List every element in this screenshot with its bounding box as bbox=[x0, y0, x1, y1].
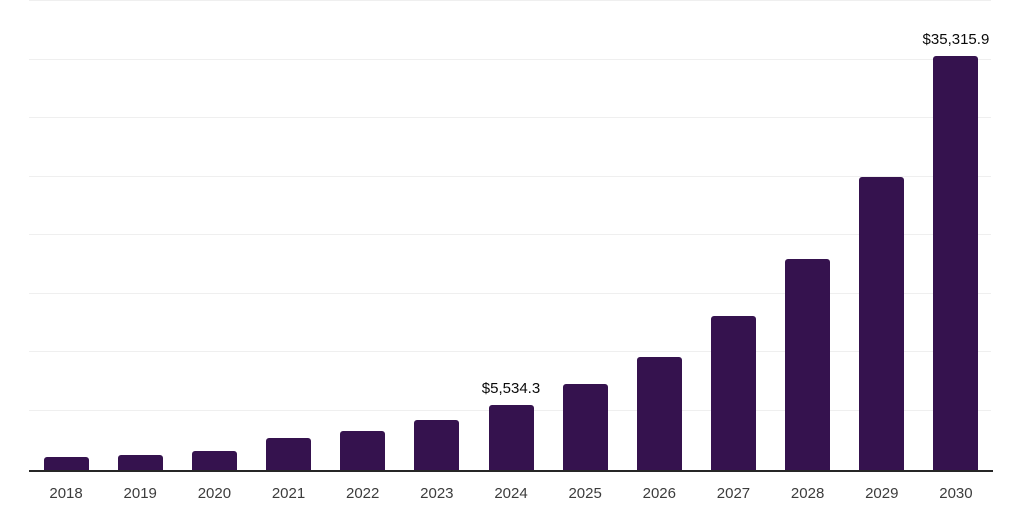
bar-2029[interactable] bbox=[859, 177, 905, 470]
x-tick-label-2030: 2030 bbox=[939, 485, 973, 502]
gridline bbox=[29, 234, 991, 236]
x-tick-label-2018: 2018 bbox=[49, 485, 83, 502]
x-tick-label-2029: 2029 bbox=[865, 485, 899, 502]
bar-2019[interactable] bbox=[117, 455, 163, 470]
x-tick-label-2021: 2021 bbox=[271, 485, 306, 502]
bar-value-label-2024: $5,534.3 bbox=[481, 379, 541, 397]
bar-2027[interactable] bbox=[710, 316, 756, 470]
x-axis: 2018 2019 2020 2021 2022 2023 2024 2025 2026 2027… bbox=[29, 486, 993, 506]
x-tick-label-2028: 2028 bbox=[790, 485, 825, 502]
bar-2025[interactable] bbox=[562, 384, 608, 470]
bar-2018[interactable] bbox=[43, 457, 89, 470]
x-tick-label-2020: 2020 bbox=[197, 485, 232, 502]
bar-2024[interactable] bbox=[488, 404, 534, 470]
x-tick-label-2025: 2025 bbox=[568, 485, 602, 502]
bar-2020[interactable] bbox=[191, 451, 237, 470]
plot-area: $5,534.3 $35,315.9 bbox=[29, 0, 993, 472]
x-tick-label-2023: 2023 bbox=[420, 485, 454, 502]
bar-2030[interactable] bbox=[933, 55, 979, 470]
bar-2028[interactable] bbox=[785, 259, 831, 470]
gridline bbox=[29, 0, 991, 1]
gridline bbox=[29, 351, 991, 353]
bar-2022[interactable] bbox=[340, 430, 386, 470]
x-tick-label-2022: 2022 bbox=[346, 485, 380, 502]
gridline bbox=[29, 117, 991, 119]
gridline bbox=[29, 292, 991, 294]
bar-2023[interactable] bbox=[414, 419, 460, 470]
x-tick-label-2024: 2024 bbox=[494, 485, 528, 502]
x-tick-label-2019: 2019 bbox=[123, 485, 157, 502]
bar-2026[interactable] bbox=[636, 356, 682, 470]
gridline bbox=[29, 58, 991, 60]
x-tick-label-2027: 2027 bbox=[716, 485, 751, 502]
bar-value-label-2030: $35,315.9 bbox=[922, 30, 990, 48]
gridline bbox=[29, 175, 991, 177]
x-tick-label-2026: 2026 bbox=[642, 485, 676, 502]
bar-2021[interactable] bbox=[266, 437, 312, 470]
